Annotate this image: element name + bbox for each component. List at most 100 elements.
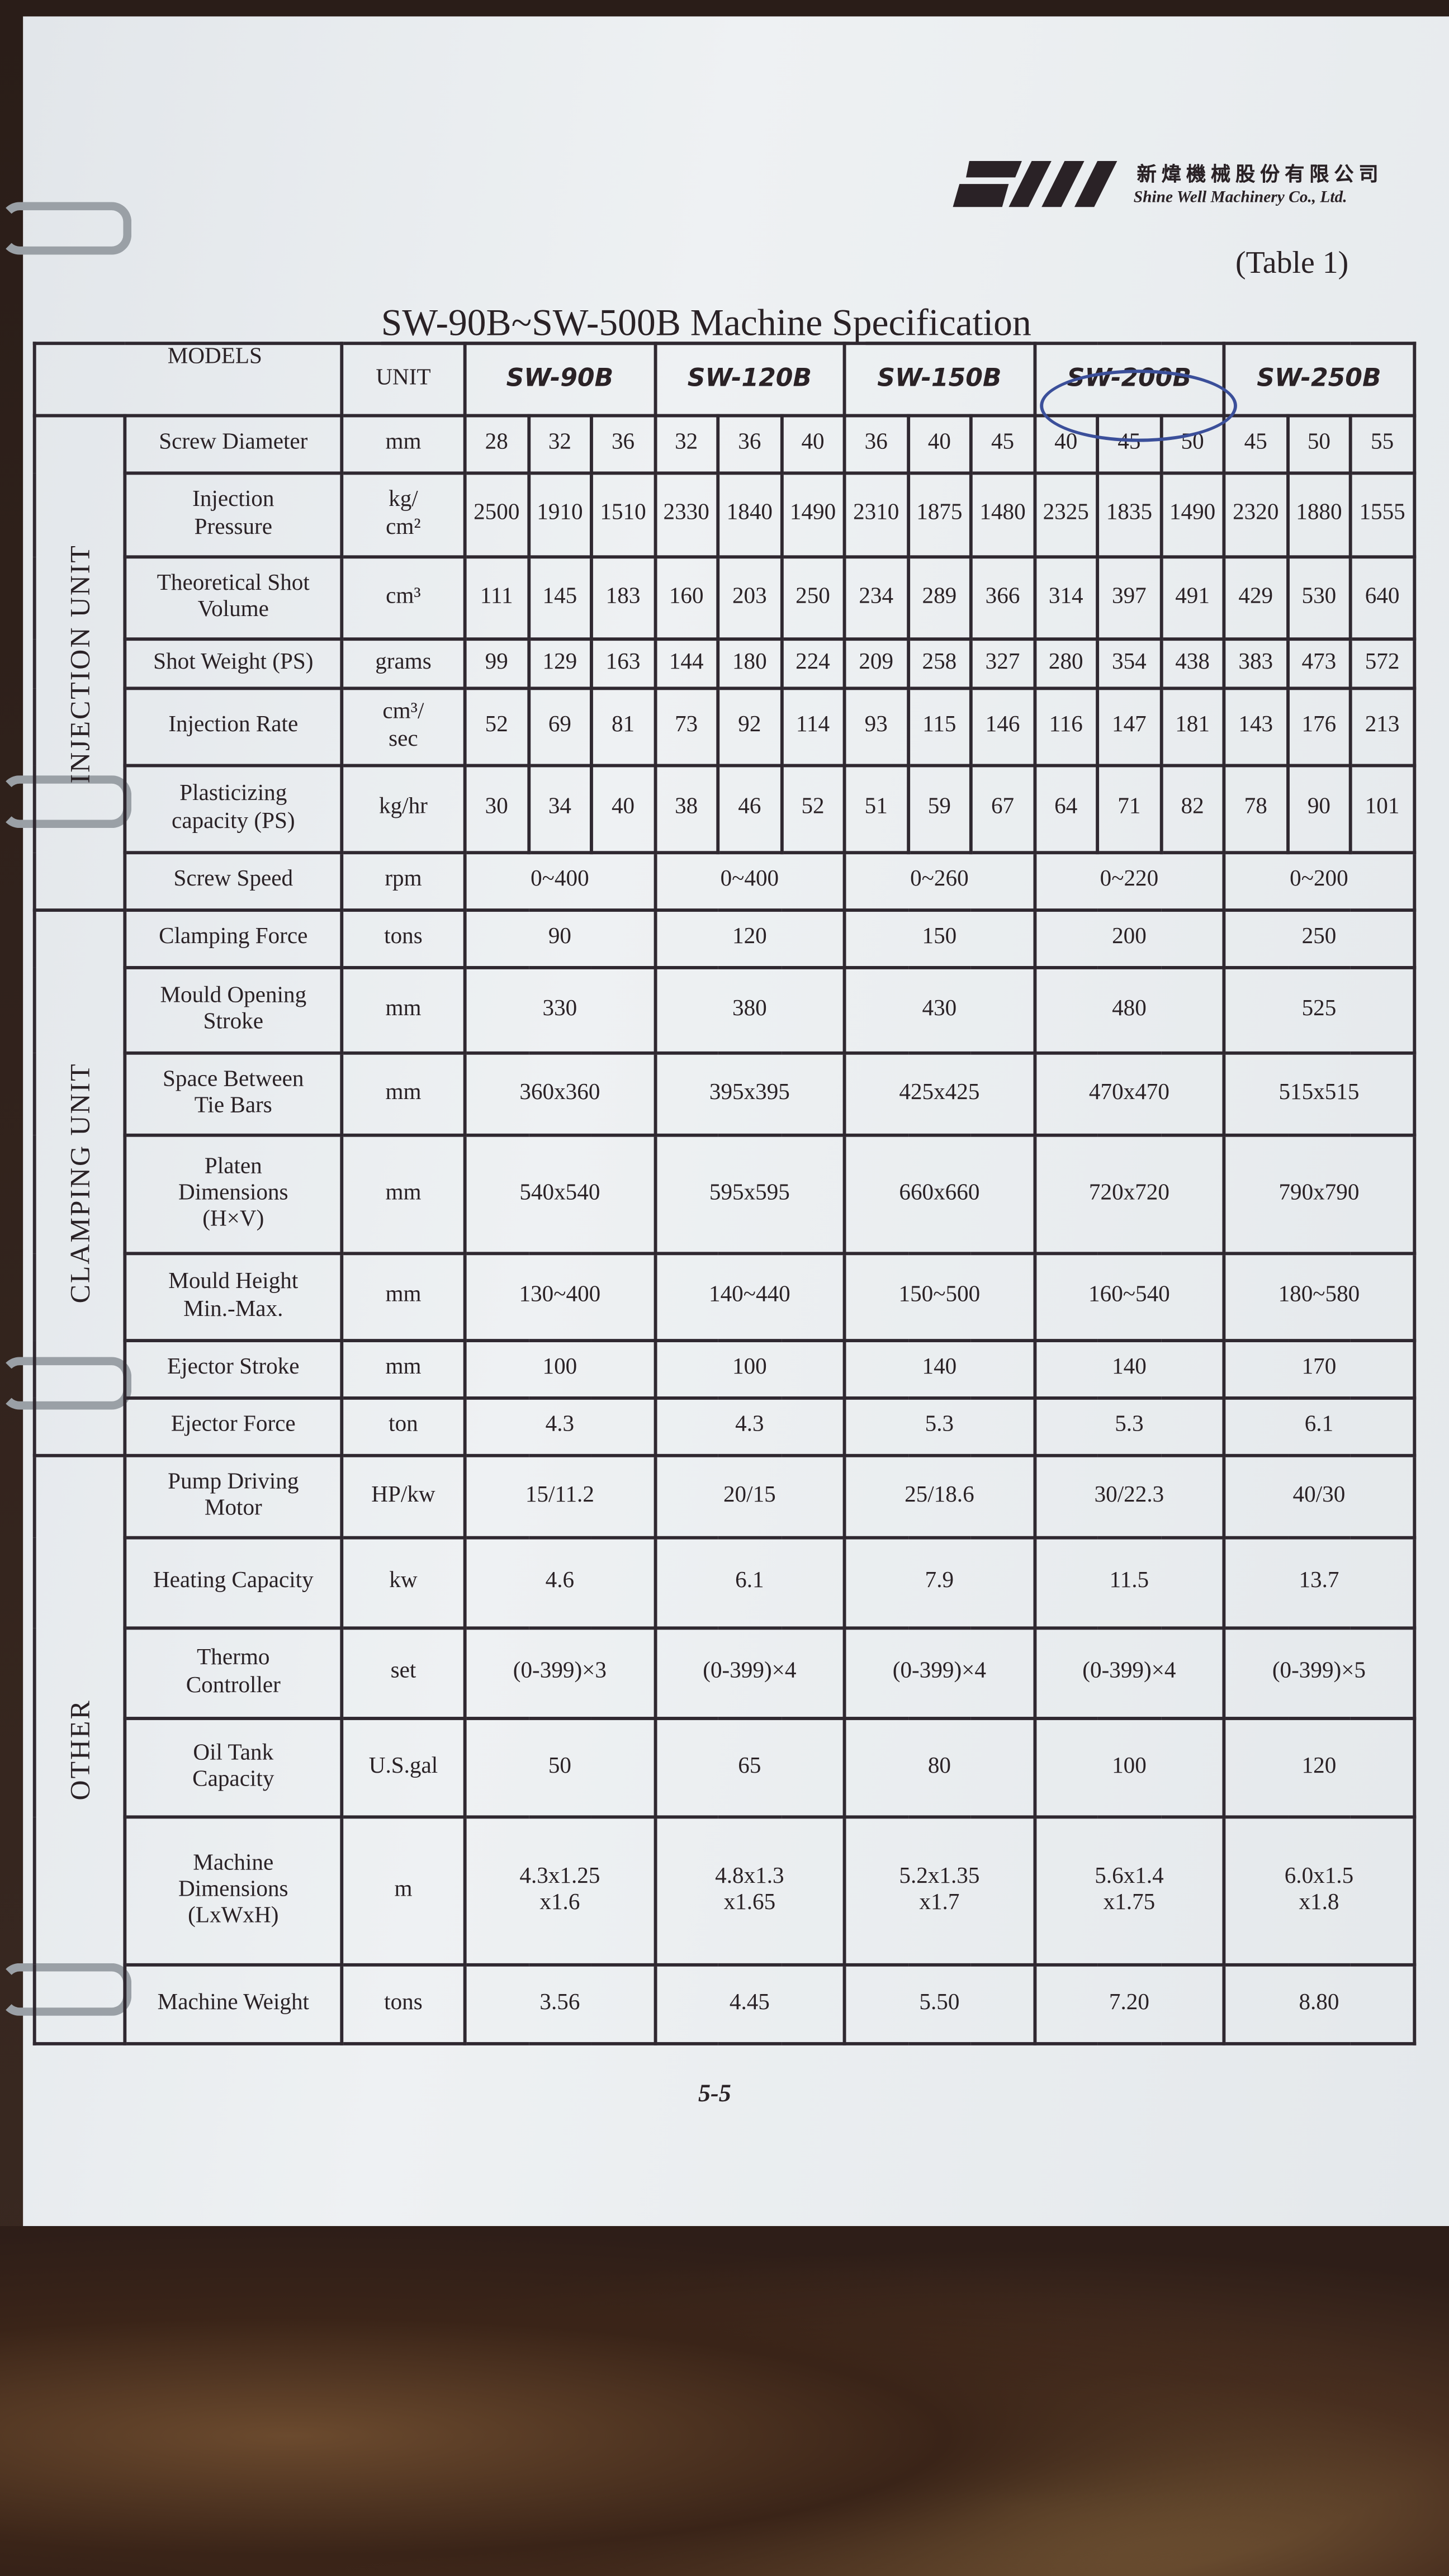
- section-label-text: CLAMPING UNIT: [63, 1062, 95, 1304]
- section-label-text: INJECTION UNIT: [63, 543, 95, 783]
- value-cell: 327: [969, 637, 1036, 690]
- value-cell: 224: [779, 637, 846, 690]
- value-cell: 5.3: [842, 1396, 1036, 1457]
- unit-cell: kw: [340, 1536, 467, 1630]
- value-cell: 100: [1033, 1717, 1226, 1819]
- value-cell: 1490: [779, 471, 846, 559]
- table-row: Platen Dimensions (H×V) mm 540x540 595x595 6…: [35, 1133, 1416, 1256]
- unit-cell: kg/ cm²: [340, 471, 467, 559]
- section-label: INJECTION UNIT: [32, 414, 127, 912]
- table-row: Screw Speed rpm 0~400 0~400 0~260 0~220 0~200: [35, 851, 1416, 912]
- table-row: Oil Tank Capacity U.S.gal 50 65 80 100 120: [35, 1717, 1416, 1819]
- unit-cell: mm: [340, 1252, 467, 1342]
- table-row: CLAMPING UNIT Clamping Force tons 90 120 150 2…: [32, 908, 1416, 1457]
- unit-cell: set: [340, 1626, 467, 1720]
- value-cell: 429: [1222, 555, 1289, 641]
- parameter-label: Theoretical Shot Volume: [123, 555, 344, 641]
- value-cell: 1910: [526, 471, 593, 559]
- value-cell: 170: [1222, 1339, 1416, 1400]
- value-cell: 30: [463, 764, 530, 855]
- value-cell: 425x425: [842, 1051, 1036, 1137]
- value-cell: 120: [1222, 1717, 1416, 1819]
- value-cell: 180: [716, 637, 783, 690]
- table-row: Mould Opening Stroke mm 330 380 430 480 525: [35, 966, 1416, 1055]
- value-cell: 130~400: [463, 1252, 657, 1342]
- parameter-label: Thermo Controller: [123, 1626, 344, 1720]
- value-cell: 5.50: [842, 1963, 1036, 2045]
- value-cell: 73: [653, 686, 720, 768]
- value-cell: 2500: [463, 471, 530, 559]
- value-cell: 480: [1033, 966, 1226, 1055]
- value-cell: 34: [526, 764, 593, 855]
- table-row: Heating Capacity kw 4.6 6.1 7.9 11.5 13.7: [35, 1536, 1416, 1630]
- value-cell: (0-399)×4: [653, 1626, 846, 1720]
- value-cell: 90: [463, 908, 657, 969]
- value-cell: 82: [1159, 764, 1226, 855]
- value-cell: 140: [1033, 1339, 1226, 1400]
- value-cell: 40: [906, 414, 973, 475]
- value-cell: 354: [1096, 637, 1163, 690]
- parameter-label: Machine Dimensions (LxWxH): [123, 1815, 344, 1967]
- value-cell: 15/11.2: [463, 1453, 657, 1540]
- value-cell: 4.3: [653, 1396, 846, 1457]
- table-row: Injection Rate cm³/ sec 52 69 81 73 92 114 93 115…: [35, 686, 1416, 768]
- value-cell: 92: [716, 686, 783, 768]
- value-cell: 0~400: [653, 851, 846, 912]
- value-cell: 52: [779, 764, 846, 855]
- value-cell: 129: [526, 637, 593, 690]
- value-cell: 120: [653, 908, 846, 969]
- value-cell: 52: [463, 686, 530, 768]
- value-cell: 250: [779, 555, 846, 641]
- value-cell: 150: [842, 908, 1036, 969]
- value-cell: 234: [842, 555, 910, 641]
- value-cell: 55: [1349, 414, 1416, 475]
- company-logo: [953, 158, 1126, 210]
- value-cell: 7.9: [842, 1536, 1036, 1630]
- value-cell: 6.1: [653, 1536, 846, 1630]
- value-cell: 13.7: [1222, 1536, 1416, 1630]
- value-cell: 181: [1159, 686, 1226, 768]
- value-cell: 1480: [969, 471, 1036, 559]
- company-name-english: Shine Well Machinery Co., Ltd.: [1133, 188, 1347, 207]
- table-row: Machine Dimensions (LxWxH) m 4.3x1.25 x1.6…: [35, 1815, 1416, 1967]
- value-cell: 289: [906, 555, 973, 641]
- unit-cell: rpm: [340, 851, 467, 912]
- unit-cell: mm: [340, 1051, 467, 1137]
- model-header: SW-120B: [653, 342, 846, 418]
- model-header: SW-150B: [842, 342, 1036, 418]
- table-row: Plasticizing capacity (PS) kg/hr 30 34 40 38 4…: [35, 764, 1416, 855]
- model-header: SW-250B: [1222, 342, 1416, 418]
- value-cell: 5.3: [1033, 1396, 1226, 1457]
- parameter-label: Ejector Force: [123, 1396, 344, 1457]
- value-cell: 430: [842, 966, 1036, 1055]
- value-cell: 397: [1096, 555, 1163, 641]
- value-cell: (0-399)×3: [463, 1626, 657, 1720]
- value-cell: 0~400: [463, 851, 657, 912]
- value-cell: 40: [590, 764, 657, 855]
- value-cell: 491: [1159, 555, 1226, 641]
- value-cell: 101: [1349, 764, 1416, 855]
- section-label: OTHER: [32, 1453, 127, 2045]
- unit-cell: m: [340, 1815, 467, 1967]
- value-cell: 40/30: [1222, 1453, 1416, 1540]
- value-cell: 160: [653, 555, 720, 641]
- value-cell: 572: [1349, 637, 1416, 690]
- value-cell: 140: [842, 1339, 1036, 1400]
- value-cell: 51: [842, 764, 910, 855]
- value-cell: 720x720: [1033, 1133, 1226, 1256]
- value-cell: 640: [1349, 555, 1416, 641]
- table-row: Space Between Tie Bars mm 360x360 395x395 42…: [35, 1051, 1416, 1137]
- table-row: Theoretical Shot Volume cm³ 111 145 183 160 20…: [35, 555, 1416, 641]
- value-cell: 2330: [653, 471, 720, 559]
- specification-table: MODELS UNIT SW-90B SW-120B SW-150B SW-200B SW-…: [32, 342, 1416, 2045]
- parameter-label: Pump Driving Motor: [123, 1453, 344, 1540]
- unit-cell: mm: [340, 1133, 467, 1256]
- value-cell: 0~220: [1033, 851, 1226, 912]
- company-name-chinese: 新煒機械股份有限公司: [1137, 162, 1384, 186]
- parameter-label: Platen Dimensions (H×V): [123, 1133, 344, 1256]
- value-cell: 2310: [842, 471, 910, 559]
- value-cell: 20/15: [653, 1453, 846, 1540]
- value-cell: 36: [842, 414, 910, 475]
- value-cell: 64: [1033, 764, 1100, 855]
- value-cell: 530: [1285, 555, 1352, 641]
